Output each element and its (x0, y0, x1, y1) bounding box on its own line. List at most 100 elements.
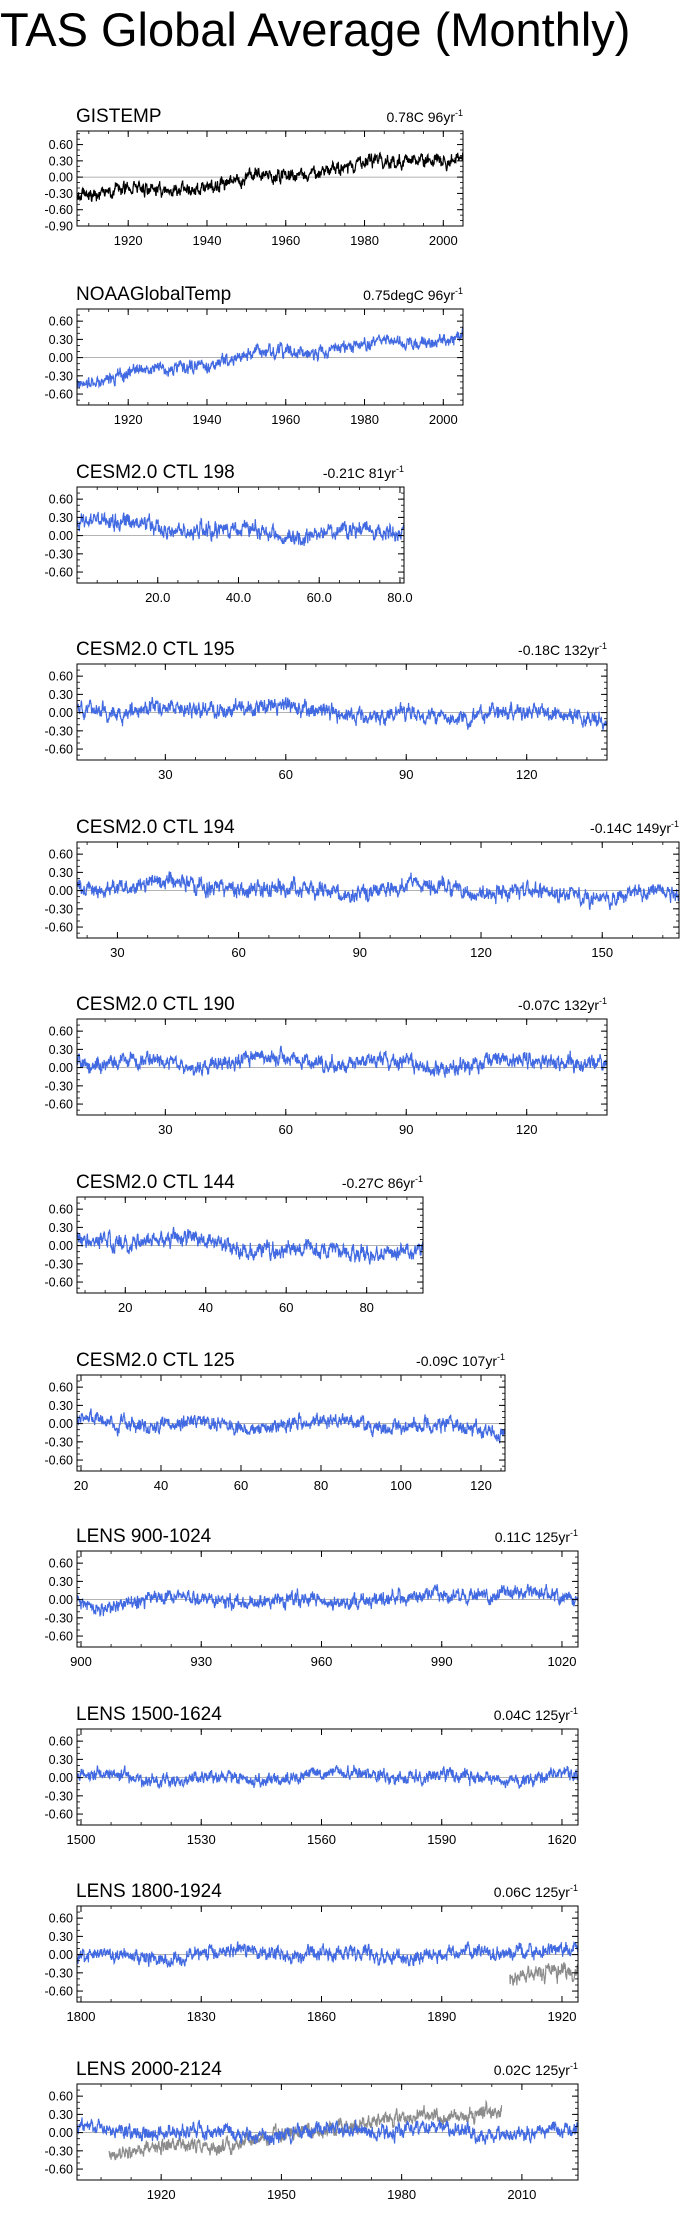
plot-frame (76, 1374, 506, 1472)
chart-title: LENS 900-1024 (76, 1526, 212, 1547)
x-tick-label: 930 (190, 1654, 212, 1669)
trend-exponent: -1 (570, 1883, 578, 1893)
x-tick-label: 900 (70, 1654, 92, 1669)
plot-frame (76, 486, 405, 584)
trend-label: 0.06C 125yr-1 (494, 1883, 578, 1900)
y-tick-label: 0.60 (49, 1912, 73, 1926)
chart-panel-10: LENS 1500-1624 0.04C 125yr-1 0.60 0.30 0.00 -… (45, 1704, 579, 1847)
x-tick-label: 1500 (67, 1832, 96, 1847)
trend-exponent: -1 (599, 641, 607, 651)
x-tick-label: 20.0 (145, 590, 170, 605)
trend-label: -0.21C 81yr-1 (323, 464, 404, 481)
chart-title: LENS 2000-2124 (76, 2059, 222, 2080)
x-tick-label: 1830 (187, 2009, 216, 2024)
y-tick-label: -0.30 (45, 724, 74, 738)
y-tick-label: 0.60 (49, 848, 73, 862)
x-tick-label: 30 (158, 767, 172, 782)
series-line-model-1 (76, 511, 405, 547)
x-tick-label: 150 (591, 945, 613, 960)
y-tick-label: -0.30 (45, 1079, 74, 1093)
y-tick-label: 0.00 (49, 351, 73, 365)
chart-title: NOAAGlobalTemp (76, 284, 231, 305)
y-tick-label: -0.60 (45, 743, 74, 757)
trend-exponent: -1 (455, 286, 463, 296)
y-tick-label: 0.30 (49, 2108, 73, 2122)
y-tick-label: 0.00 (49, 1948, 73, 1962)
trend-exponent: -1 (455, 108, 463, 118)
chart-title: CESM2.0 CTL 144 (76, 1172, 235, 1193)
y-tick-label: -0.30 (45, 547, 74, 561)
page-title: TAS Global Average (Monthly) (0, 3, 631, 56)
y-tick-label: 0.30 (49, 1930, 73, 1944)
x-tick-label: 60 (279, 1122, 293, 1137)
plot-frame (76, 130, 464, 227)
x-tick-label: 1960 (271, 233, 300, 248)
y-tick-label: 0.60 (49, 138, 73, 152)
chart-title: GISTEMP (76, 106, 162, 127)
x-tick-label: 60 (231, 945, 245, 960)
trend-label: -0.18C 132yr-1 (518, 641, 607, 658)
y-tick-label: 0.00 (49, 2126, 73, 2140)
series-line-model-2 (76, 2117, 579, 2145)
x-tick-label: 1020 (548, 1654, 577, 1669)
y-tick-label: -0.30 (45, 1257, 74, 1271)
series-line-model-1 (76, 871, 680, 910)
y-tick-label: -0.60 (45, 388, 74, 402)
x-tick-label: 40 (154, 1478, 168, 1493)
plot-frame (76, 1550, 579, 1648)
y-tick-label: -0.30 (45, 1611, 74, 1625)
x-tick-label: 40 (199, 1300, 213, 1315)
x-tick-label: 1920 (548, 2009, 577, 2024)
x-tick-label: 2000 (429, 412, 458, 427)
x-tick-label: 960 (311, 1654, 333, 1669)
y-tick-label: -0.60 (45, 1098, 74, 1112)
series-line-model-1 (76, 1583, 579, 1617)
y-tick-label: 0.30 (49, 1043, 73, 1057)
y-tick-label: -0.60 (45, 921, 74, 935)
y-tick-label: 0.00 (49, 1417, 73, 1431)
y-tick-label: -0.60 (45, 203, 74, 217)
y-tick-label: 0.00 (49, 884, 73, 898)
x-tick-label: 1590 (427, 1832, 456, 1847)
y-tick-label: -0.90 (45, 220, 74, 234)
y-tick-label: 0.60 (49, 1557, 73, 1571)
x-tick-label: 1980 (350, 412, 379, 427)
x-tick-label: 1980 (350, 233, 379, 248)
y-tick-label: 0.00 (49, 1771, 73, 1785)
series-line-obs-1 (76, 151, 464, 202)
plot-frame (76, 1196, 424, 1294)
x-tick-label: 1860 (307, 2009, 336, 2024)
x-tick-label: 1620 (548, 1832, 577, 1847)
y-tick-label: 0.00 (49, 171, 73, 185)
series-line-model-1 (76, 1226, 424, 1265)
series-line-model-2 (76, 1940, 579, 1969)
trend-exponent: -1 (570, 1528, 578, 1538)
y-tick-label: 0.60 (49, 1381, 73, 1395)
x-tick-label: 990 (431, 1654, 453, 1669)
y-tick-label: -0.30 (45, 1966, 74, 1980)
x-tick-label: 1980 (387, 2187, 416, 2202)
chart-title: CESM2.0 CTL 198 (76, 462, 235, 483)
trend-exponent: -1 (570, 2061, 578, 2071)
x-tick-label: 80 (314, 1478, 328, 1493)
x-tick-label: 100 (390, 1478, 412, 1493)
y-tick-label: -0.60 (45, 1276, 74, 1290)
x-tick-label: 1920 (114, 233, 143, 248)
trend-exponent: -1 (497, 1352, 505, 1362)
y-tick-label: 0.60 (49, 1203, 73, 1217)
y-tick-label: -0.60 (45, 2163, 74, 2177)
y-tick-label: -0.60 (45, 1808, 74, 1822)
x-tick-label: 60 (279, 1300, 293, 1315)
y-tick-label: 0.60 (49, 1735, 73, 1749)
chart-panel-5: CESM2.0 CTL 194 -0.14C 149yr-1 0.60 0.30 0.0… (45, 817, 680, 960)
y-tick-label: 0.30 (49, 866, 73, 880)
chart-title: CESM2.0 CTL 125 (76, 1350, 235, 1371)
y-tick-label: -0.30 (45, 1789, 74, 1803)
y-tick-label: -0.30 (45, 187, 74, 201)
series-line-model-1 (76, 1408, 506, 1444)
x-tick-label: 2010 (507, 2187, 536, 2202)
y-tick-label: 0.00 (49, 1593, 73, 1607)
x-tick-label: 120 (470, 945, 492, 960)
y-tick-label: 0.30 (49, 511, 73, 525)
